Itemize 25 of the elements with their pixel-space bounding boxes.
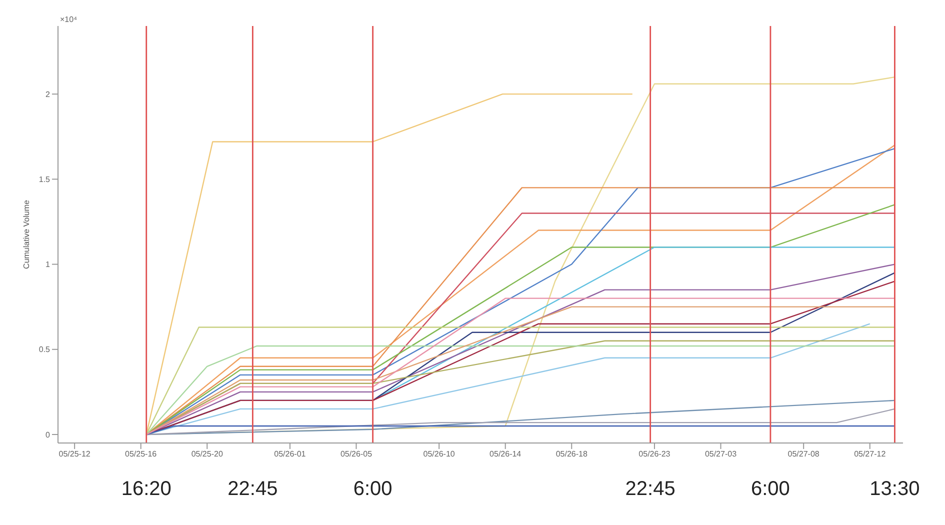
- x-tick-label: 05/26-05: [340, 450, 373, 459]
- ref-line-label: 22:45: [228, 478, 278, 500]
- y-tick-label: 1: [46, 260, 51, 270]
- ref-line-label: 13:30: [870, 478, 920, 500]
- x-tick-label: 05/27-03: [704, 450, 738, 459]
- x-tick-label: 05/27-12: [854, 450, 886, 459]
- x-tick-label: 05/27-08: [788, 450, 820, 459]
- ref-line-label: 6:00: [750, 478, 790, 500]
- ref-line-label: 22:45: [625, 478, 676, 500]
- y-tick-label: 1.5: [38, 175, 51, 184]
- y-tick-label: 2: [46, 90, 51, 99]
- ref-line-label: 6:00: [353, 478, 392, 500]
- x-tick-label: 05/26-14: [490, 450, 522, 459]
- y-tick-label: 0.5: [38, 345, 51, 354]
- x-tick-label: 05/26-23: [638, 450, 671, 459]
- x-tick-label: 05/26-10: [423, 450, 456, 459]
- y-axis-title: Cumulative Volume: [22, 199, 31, 269]
- ref-line-label: 16:20: [121, 478, 172, 500]
- x-tick-label: 05/25-12: [58, 450, 91, 459]
- y-tick-label: 0: [46, 430, 51, 440]
- x-tick-label: 05/25-20: [191, 450, 224, 459]
- x-tick-label: 05/26-18: [556, 450, 588, 459]
- x-tick-label: 05/25-16: [125, 450, 158, 459]
- text: ×10⁴: [60, 15, 78, 24]
- x-tick-label: 05/26-01: [274, 450, 306, 459]
